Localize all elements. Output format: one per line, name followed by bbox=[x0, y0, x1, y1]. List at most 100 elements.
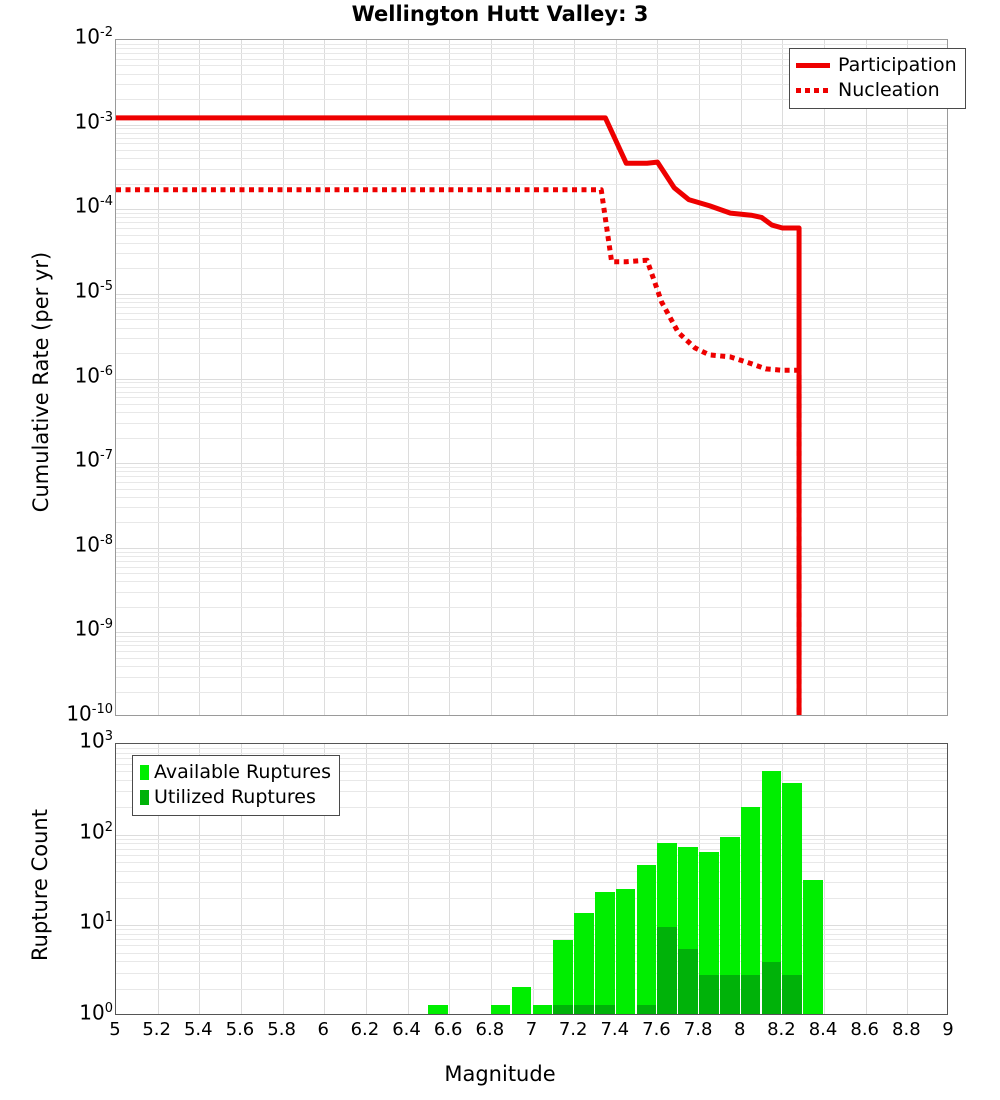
gridline-horizontal bbox=[116, 328, 947, 329]
gridline-horizontal bbox=[116, 228, 947, 229]
gridline-horizontal bbox=[116, 294, 947, 295]
gridline-horizontal bbox=[116, 945, 947, 946]
y-axis-tick-label: 10-2 bbox=[74, 24, 113, 49]
gridline-vertical bbox=[199, 40, 200, 715]
bar-available-ruptures bbox=[636, 865, 657, 1014]
gridline-horizontal bbox=[116, 412, 947, 413]
gridline-horizontal bbox=[116, 862, 947, 863]
gridline-horizontal bbox=[116, 632, 947, 633]
bar-utilized-ruptures bbox=[719, 974, 740, 1014]
gridline-vertical bbox=[324, 40, 325, 715]
gridline-horizontal bbox=[116, 467, 947, 468]
gridline-vertical bbox=[824, 744, 825, 1014]
gridline-horizontal bbox=[116, 497, 947, 498]
gridline-vertical bbox=[241, 40, 242, 715]
gridline-horizontal bbox=[116, 645, 947, 646]
legend-item-utilized-ruptures[interactable]: Utilized Ruptures bbox=[139, 785, 331, 810]
x-axis-tick-label: 6.4 bbox=[392, 1019, 421, 1040]
gridline-vertical bbox=[533, 744, 534, 1014]
gridline-horizontal bbox=[116, 692, 947, 693]
gridline-horizontal bbox=[116, 128, 947, 129]
gridline-horizontal bbox=[116, 666, 947, 667]
y-axis-tick-label: 10-6 bbox=[74, 363, 113, 388]
legend-item-available-ruptures[interactable]: Available Ruptures bbox=[139, 760, 331, 785]
bar-available-ruptures bbox=[782, 783, 802, 1014]
bar-available-ruptures bbox=[428, 1005, 448, 1014]
bar-available-ruptures bbox=[761, 770, 782, 1014]
y-axis-tick-label: 100 bbox=[79, 1000, 113, 1025]
solid-line-icon bbox=[796, 63, 830, 68]
gridline-horizontal bbox=[116, 764, 947, 765]
x-axis-tick-label: 7.8 bbox=[683, 1019, 713, 1040]
gridline-horizontal bbox=[116, 507, 947, 508]
gridline-vertical bbox=[241, 744, 242, 1014]
gridline-vertical bbox=[491, 744, 492, 1014]
gridline-horizontal bbox=[116, 84, 947, 85]
gridline-vertical bbox=[866, 40, 867, 715]
gridline-horizontal bbox=[116, 929, 947, 930]
gridline-vertical bbox=[449, 744, 450, 1014]
gridline-horizontal bbox=[116, 882, 947, 883]
gridline-horizontal bbox=[116, 125, 947, 126]
gridline-horizontal bbox=[116, 807, 947, 808]
gridline-horizontal bbox=[116, 843, 947, 844]
gridline-horizontal bbox=[116, 476, 947, 477]
gridline-horizontal bbox=[116, 581, 947, 582]
y-axis-ticks-top: 10-2 10-3 10-4 10-5 10-6 10-7 10-8 10-9 10-10 bbox=[5, 0, 113, 1100]
x-axis-title: Magnitude bbox=[444, 1062, 556, 1086]
gridline-horizontal bbox=[116, 387, 947, 388]
gridline-horizontal bbox=[116, 658, 947, 659]
gridline-horizontal bbox=[116, 74, 947, 75]
gridline-vertical bbox=[533, 40, 534, 715]
y-axis-tick-label: 10-4 bbox=[74, 193, 113, 218]
legend-label-nucleation: Nucleation bbox=[838, 79, 940, 101]
x-axis-tick-label: 7.2 bbox=[558, 1019, 588, 1040]
y-axis-tick-label: 10-7 bbox=[74, 447, 113, 472]
x-axis-tick-label: 8.6 bbox=[850, 1019, 880, 1040]
y-axis-tick-label: 10-5 bbox=[74, 278, 113, 303]
gridline-horizontal bbox=[116, 268, 947, 269]
gridline-horizontal bbox=[116, 753, 947, 754]
gridline-horizontal bbox=[116, 573, 947, 574]
bars-layer bbox=[116, 744, 947, 1014]
gridline-horizontal bbox=[116, 855, 947, 856]
bar-available-ruptures bbox=[699, 851, 719, 1014]
bar-utilized-ruptures bbox=[740, 974, 761, 1014]
x-axis-tick-label: 8.2 bbox=[767, 1019, 796, 1040]
gridline-vertical bbox=[616, 40, 617, 715]
gridline-horizontal bbox=[116, 835, 947, 836]
gridline-horizontal bbox=[116, 338, 947, 339]
x-axis-tick-label: 5.6 bbox=[225, 1019, 255, 1040]
gridline-vertical bbox=[616, 744, 617, 1014]
y-axis-ticks-bottom: 103 102 101 100 bbox=[5, 0, 113, 1100]
gridline-horizontal bbox=[116, 489, 947, 490]
gridline-horizontal bbox=[116, 353, 947, 354]
gridline-horizontal bbox=[116, 59, 947, 60]
gridline-vertical bbox=[366, 40, 367, 715]
x-axis-tick-label: 5.4 bbox=[183, 1019, 213, 1040]
legend-item-nucleation[interactable]: Nucleation bbox=[796, 78, 957, 103]
legend-item-participation[interactable]: Participation bbox=[796, 53, 957, 78]
bar-available-ruptures bbox=[574, 913, 594, 1014]
bar-available-ruptures bbox=[490, 1005, 511, 1014]
y-axis-tick-label: 10-3 bbox=[74, 109, 113, 134]
gridline-horizontal bbox=[116, 953, 947, 954]
gridline-horizontal bbox=[116, 150, 947, 151]
gridline-horizontal bbox=[116, 302, 947, 303]
gridline-horizontal bbox=[116, 307, 947, 308]
bar-available-ruptures bbox=[657, 842, 678, 1014]
gridline-horizontal bbox=[116, 298, 947, 299]
gridline-horizontal bbox=[116, 99, 947, 100]
gridline-vertical bbox=[283, 40, 284, 715]
x-axis-tick-label: 6 bbox=[317, 1019, 329, 1040]
x-axis-tick-label: 5.2 bbox=[142, 1019, 171, 1040]
gridline-horizontal bbox=[116, 423, 947, 424]
series-layer-top bbox=[116, 40, 947, 715]
gridline-vertical bbox=[574, 40, 575, 715]
gridline-horizontal bbox=[116, 934, 947, 935]
bar-available-ruptures bbox=[511, 986, 532, 1014]
x-axis-tick-label: 8.8 bbox=[892, 1019, 921, 1040]
gridline-horizontal bbox=[116, 567, 947, 568]
gridline-horizontal bbox=[116, 556, 947, 557]
